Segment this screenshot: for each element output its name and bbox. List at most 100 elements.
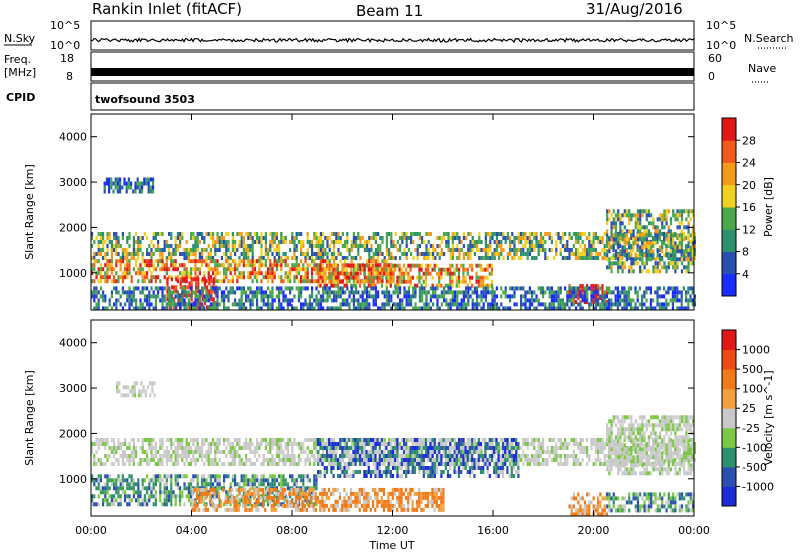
- heatmap-cell: [467, 298, 469, 302]
- heatmap-cell: [507, 232, 509, 236]
- heatmap-cell: [619, 294, 621, 298]
- heatmap-cell: [628, 298, 630, 302]
- heatmap-cell: [298, 286, 300, 290]
- heatmap-cell: [153, 294, 155, 298]
- heatmap-cell: [291, 286, 293, 290]
- heatmap-cell: [465, 286, 467, 290]
- heatmap-cell: [333, 284, 335, 288]
- heatmap-cell: [181, 252, 183, 256]
- heatmap-cell: [111, 462, 113, 466]
- heatmap-cell: [190, 462, 192, 466]
- heatmap-cell: [557, 232, 559, 236]
- heatmap-cell: [544, 450, 546, 454]
- heatmap-cell: [606, 294, 608, 298]
- heatmap-cell: [98, 502, 100, 506]
- heatmap-cell: [293, 462, 295, 466]
- heatmap-cell: [249, 446, 251, 450]
- heatmap-cell: [216, 446, 218, 450]
- heatmap-cell: [254, 462, 256, 466]
- heatmap-cell: [434, 264, 436, 268]
- heatmap-cell: [287, 271, 289, 275]
- heatmap-cell: [377, 248, 379, 252]
- heatmap-cell: [256, 240, 258, 244]
- heatmap-cell: [172, 442, 174, 446]
- heatmap-cell: [364, 290, 366, 294]
- heatmap-cell: [617, 213, 619, 217]
- heatmap-cell: [225, 232, 227, 236]
- heatmap-cell: [467, 248, 469, 252]
- heatmap-cell: [619, 240, 621, 244]
- heatmap-cell: [197, 232, 199, 236]
- heatmap-cell: [285, 462, 287, 466]
- heatmap-cell: [100, 263, 102, 267]
- heatmap-cell: [657, 233, 659, 237]
- heatmap-cell: [681, 269, 683, 273]
- heatmap-cell: [342, 286, 344, 290]
- heatmap-cell: [562, 298, 564, 302]
- heatmap-cell: [364, 244, 366, 248]
- heatmap-cell: [276, 236, 278, 240]
- heatmap-cell: [159, 267, 161, 271]
- heatmap-cell: [615, 241, 617, 245]
- heatmap-cell: [175, 458, 177, 462]
- heatmap-cell: [692, 302, 694, 306]
- heatmap-cell: [293, 275, 295, 279]
- heatmap-cell: [109, 275, 111, 279]
- heatmap-cell: [611, 245, 613, 249]
- heatmap-cell: [520, 232, 522, 236]
- heatmap-cell: [667, 450, 669, 454]
- heatmap-cell: [304, 462, 306, 466]
- heatmap-cell: [190, 232, 192, 236]
- heatmap-cell: [177, 267, 179, 271]
- heatmap-cell: [271, 442, 273, 446]
- heatmap-cell: [274, 232, 276, 236]
- heatmap-cell: [533, 298, 535, 302]
- heatmap-cell: [421, 298, 423, 302]
- heatmap-cell: [291, 462, 293, 466]
- heatmap-cell: [194, 271, 196, 275]
- heatmap-cell: [124, 271, 126, 275]
- heatmap-cell: [95, 286, 97, 290]
- heatmap-cell: [674, 233, 676, 237]
- heatmap-cell: [287, 286, 289, 290]
- heatmap-cell: [458, 256, 460, 260]
- heatmap-cell: [619, 290, 621, 294]
- heatmap-cell: [544, 240, 546, 244]
- heatmap-cell: [351, 248, 353, 252]
- heatmap-cell: [128, 178, 130, 182]
- heatmap-cell: [390, 244, 392, 248]
- heatmap-cell: [311, 279, 313, 283]
- heatmap-cell: [199, 294, 201, 298]
- heatmap-cell: [260, 244, 262, 248]
- heatmap-cell: [674, 245, 676, 249]
- heatmap-cell: [611, 237, 613, 241]
- heatmap-cell: [241, 298, 243, 302]
- heatmap-cell: [175, 462, 177, 466]
- heatmap-cell: [615, 221, 617, 225]
- heatmap-cell: [335, 446, 337, 450]
- heatmap-cell: [511, 232, 513, 236]
- heatmap-cell: [131, 290, 133, 294]
- heatmap-cell: [139, 267, 141, 271]
- heatmap-cell: [511, 240, 513, 244]
- heatmap-cell: [681, 249, 683, 253]
- heatmap-cell: [430, 298, 432, 302]
- heatmap-cell: [177, 248, 179, 252]
- heatmap-cell: [690, 209, 692, 213]
- heatmap-cell: [146, 236, 148, 240]
- heatmap-cell: [166, 462, 168, 466]
- heatmap-cell: [388, 252, 390, 256]
- heatmap-cell: [619, 261, 621, 265]
- heatmap-cell: [293, 458, 295, 462]
- heatmap-cell: [128, 186, 130, 190]
- heatmap-cell: [293, 442, 295, 446]
- heatmap-cell: [487, 290, 489, 294]
- heatmap-cell: [201, 259, 203, 263]
- heatmap-cell: [377, 280, 379, 284]
- heatmap-cell: [340, 302, 342, 306]
- heatmap-cell: [221, 279, 223, 283]
- heatmap-cell: [164, 298, 166, 302]
- heatmap-cell: [333, 438, 335, 442]
- heatmap-cell: [579, 232, 581, 236]
- heatmap-cell: [564, 458, 566, 462]
